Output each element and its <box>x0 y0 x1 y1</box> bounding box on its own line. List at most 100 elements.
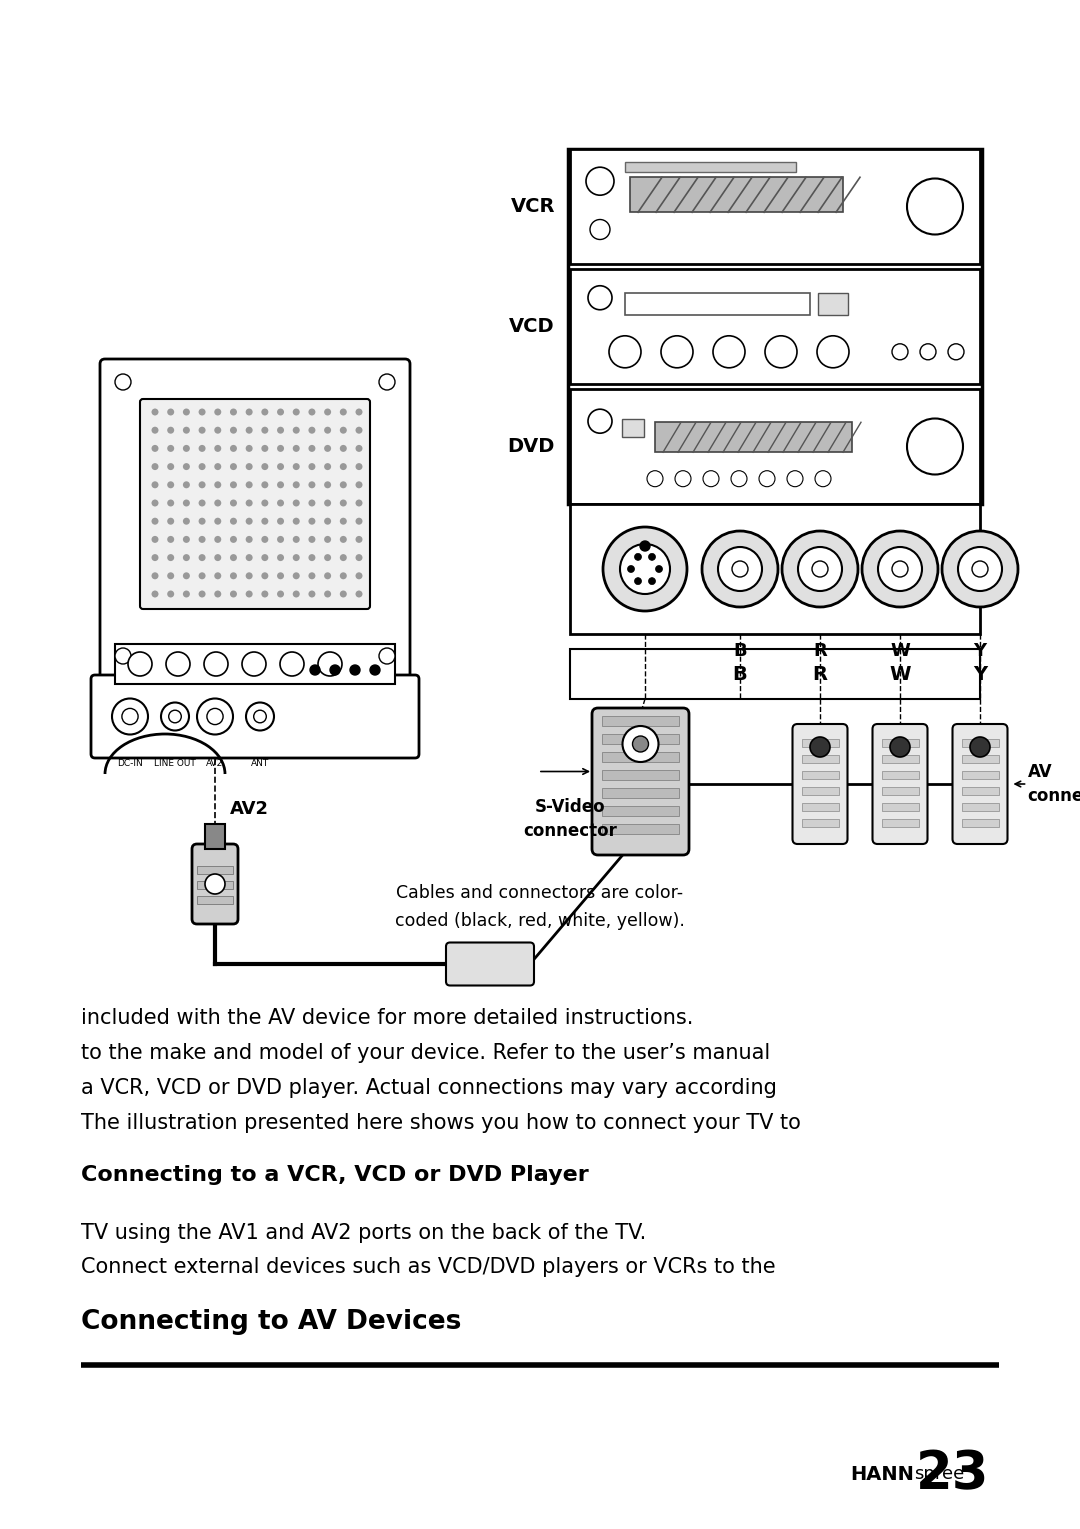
Circle shape <box>230 463 237 469</box>
Circle shape <box>588 410 612 433</box>
Circle shape <box>355 427 363 434</box>
Circle shape <box>958 547 1002 592</box>
Circle shape <box>204 651 228 676</box>
Bar <box>602 752 679 761</box>
Circle shape <box>183 572 190 579</box>
Circle shape <box>151 572 159 579</box>
Circle shape <box>340 408 347 416</box>
Circle shape <box>324 590 332 598</box>
Text: Connecting to a VCR, VCD or DVD Player: Connecting to a VCR, VCD or DVD Player <box>81 1165 589 1185</box>
Circle shape <box>214 518 221 524</box>
Circle shape <box>151 500 159 506</box>
Bar <box>114 644 395 683</box>
Circle shape <box>166 651 190 676</box>
Circle shape <box>862 531 939 607</box>
Circle shape <box>245 500 253 506</box>
Circle shape <box>713 336 745 368</box>
Circle shape <box>245 408 253 416</box>
Circle shape <box>293 535 300 543</box>
Circle shape <box>309 590 315 598</box>
Circle shape <box>782 531 858 607</box>
Circle shape <box>324 572 332 579</box>
Circle shape <box>355 553 363 561</box>
Circle shape <box>183 553 190 561</box>
Circle shape <box>230 445 237 453</box>
Circle shape <box>732 561 748 576</box>
Text: LINE OUT: LINE OUT <box>154 758 195 768</box>
Circle shape <box>293 572 300 579</box>
Circle shape <box>280 651 303 676</box>
Circle shape <box>815 471 831 486</box>
Circle shape <box>324 553 332 561</box>
Circle shape <box>261 518 268 524</box>
Circle shape <box>355 500 363 506</box>
Circle shape <box>892 344 908 359</box>
Circle shape <box>355 572 363 579</box>
Circle shape <box>340 427 347 434</box>
Circle shape <box>246 702 274 731</box>
Circle shape <box>703 471 719 486</box>
Circle shape <box>588 286 612 310</box>
Circle shape <box>318 651 342 676</box>
Circle shape <box>183 427 190 434</box>
Circle shape <box>245 463 253 469</box>
Circle shape <box>167 553 174 561</box>
Circle shape <box>230 500 237 506</box>
Circle shape <box>167 463 174 469</box>
Circle shape <box>293 518 300 524</box>
Circle shape <box>129 651 152 676</box>
Circle shape <box>278 500 284 506</box>
Text: DC-IN: DC-IN <box>117 758 143 768</box>
Text: The illustration presented here shows you how to connect your TV to: The illustration presented here shows yo… <box>81 1113 801 1133</box>
Circle shape <box>340 500 347 506</box>
Circle shape <box>293 482 300 488</box>
Circle shape <box>787 471 804 486</box>
Circle shape <box>151 553 159 561</box>
Circle shape <box>648 578 656 584</box>
Circle shape <box>151 482 159 488</box>
Circle shape <box>324 427 332 434</box>
Circle shape <box>278 553 284 561</box>
Circle shape <box>293 590 300 598</box>
Circle shape <box>309 535 315 543</box>
Circle shape <box>114 375 131 390</box>
Circle shape <box>151 535 159 543</box>
FancyBboxPatch shape <box>192 844 238 924</box>
Circle shape <box>355 518 363 524</box>
Circle shape <box>167 445 174 453</box>
Circle shape <box>907 419 963 474</box>
Bar <box>602 824 679 833</box>
Circle shape <box>656 566 662 572</box>
Circle shape <box>199 553 205 561</box>
Circle shape <box>167 590 174 598</box>
Bar <box>625 162 796 171</box>
Bar <box>602 734 679 745</box>
Circle shape <box>324 482 332 488</box>
Circle shape <box>254 709 267 723</box>
Bar <box>881 803 918 810</box>
Circle shape <box>816 336 849 368</box>
Circle shape <box>183 590 190 598</box>
Circle shape <box>230 482 237 488</box>
Text: TV using the AV1 and AV2 ports on the back of the TV.: TV using the AV1 and AV2 ports on the ba… <box>81 1223 646 1243</box>
Text: DVD: DVD <box>508 437 555 456</box>
Circle shape <box>183 518 190 524</box>
Circle shape <box>309 518 315 524</box>
Bar <box>961 820 999 827</box>
Circle shape <box>214 553 221 561</box>
Circle shape <box>261 445 268 453</box>
Bar <box>961 739 999 748</box>
Circle shape <box>278 518 284 524</box>
Circle shape <box>167 535 174 543</box>
Circle shape <box>309 482 315 488</box>
Text: a VCR, VCD or DVD player. Actual connections may vary according: a VCR, VCD or DVD player. Actual connect… <box>81 1078 777 1098</box>
Bar <box>570 269 980 384</box>
Circle shape <box>878 547 922 592</box>
Circle shape <box>230 590 237 598</box>
FancyBboxPatch shape <box>140 399 370 609</box>
Text: Cables and connectors are color-: Cables and connectors are color- <box>396 884 684 902</box>
Circle shape <box>293 427 300 434</box>
Circle shape <box>112 699 148 734</box>
Circle shape <box>199 500 205 506</box>
Bar <box>654 422 852 453</box>
